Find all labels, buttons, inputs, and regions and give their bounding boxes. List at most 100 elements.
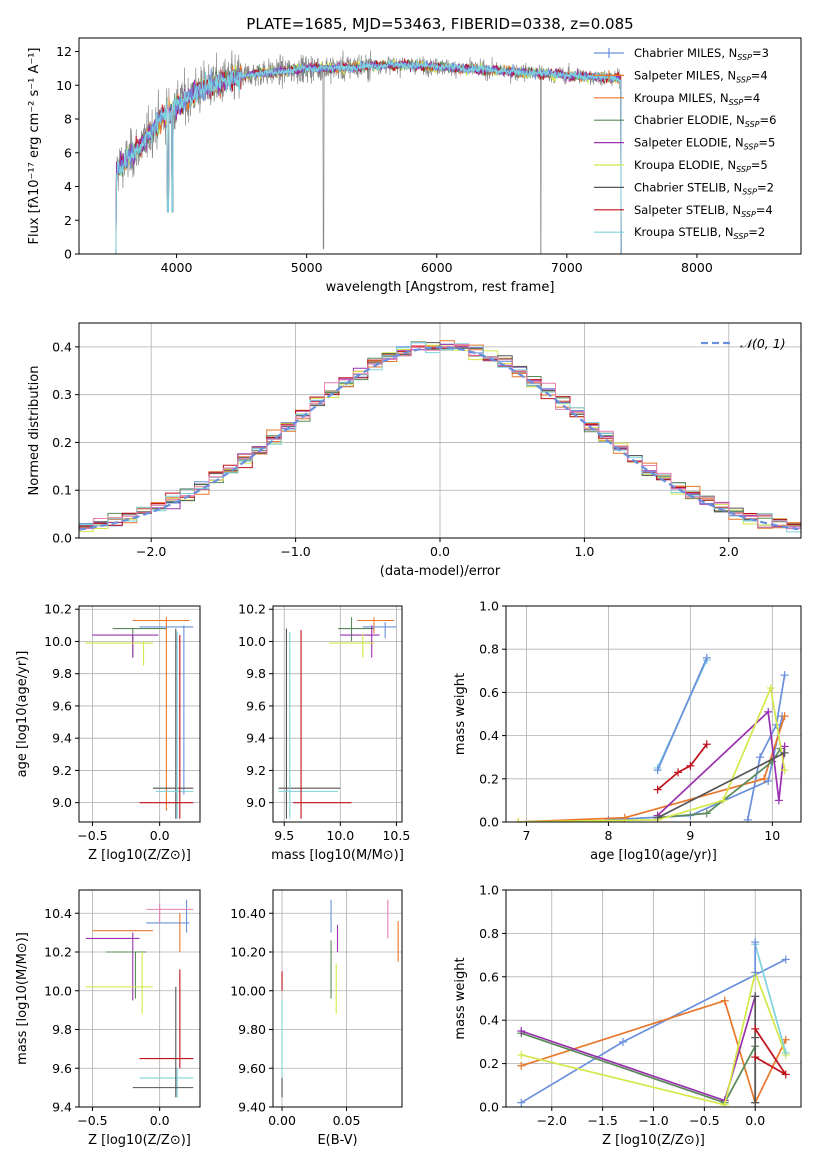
axes-frame xyxy=(505,605,802,823)
x-tick-label: −2.0 xyxy=(537,1113,567,1128)
x-tick-label: −1.5 xyxy=(587,1113,617,1128)
mass-weight-series xyxy=(746,674,786,820)
plot-area xyxy=(517,938,790,1107)
legend-entry: Kroupa MILES, NSSP=4 xyxy=(634,91,760,107)
y-tick-label: 9.0 xyxy=(246,795,266,810)
y-tick-label: 9.8 xyxy=(246,666,266,681)
x-tick-label: 0.0 xyxy=(745,1113,765,1128)
x-axis-label: wavelength [Angstrom, rest frame] xyxy=(326,280,555,295)
y-axis-label: age [log10(age/yr)] xyxy=(15,651,30,778)
y-tick-label: 9.8 xyxy=(52,1022,72,1037)
y-tick-label: 10.0 xyxy=(44,983,72,998)
axes-frame xyxy=(272,889,403,1108)
axes-frame xyxy=(78,605,201,823)
x-tick-label: 8 xyxy=(604,828,612,843)
panel-residuals: −2.0 −1.0 0.0 1.0 2.0 0.0 0.1 0.2 0.3 0.4 (data-mo… xyxy=(27,322,802,579)
y-axis-label: Normed distribution xyxy=(27,366,42,496)
y-tick-label: 0.4 xyxy=(52,339,72,354)
legend-entry: 𝒩(0, 1) xyxy=(740,336,786,351)
plot-area xyxy=(115,50,622,254)
y-tick-label: 9.8 xyxy=(52,666,72,681)
x-tick-label: 10.0 xyxy=(326,828,354,843)
mass-weight-series xyxy=(518,715,786,822)
axes-frame xyxy=(505,889,802,1108)
y-tick-label: 8 xyxy=(64,112,72,127)
y-tick-label: 10.2 xyxy=(44,602,72,617)
y-axis-label: mass weight xyxy=(453,673,468,755)
y-tick-label: 9.0 xyxy=(52,795,72,810)
panel-massweight_vs_age: 7 8 9 10 0.0 0.2 0.4 0.6 0.8 1.0 age [log10(age/yr… xyxy=(453,599,802,863)
y-tick-label: 0 xyxy=(64,247,72,262)
x-tick-label: 9 xyxy=(686,828,694,843)
y-tick-label: 10.40 xyxy=(230,906,266,921)
x-tick-label: 4000 xyxy=(161,260,193,275)
x-axis-label: (data-model)/error xyxy=(380,564,501,579)
normal-curve xyxy=(79,346,799,531)
y-axis-label: mass [log10(M/M⊙)] xyxy=(15,932,30,1065)
plot-area xyxy=(79,340,801,533)
mass-weight-series xyxy=(657,710,786,817)
x-tick-label: 2.0 xyxy=(719,544,739,559)
x-tick-label: −2.0 xyxy=(136,544,166,559)
mass-weight-series xyxy=(656,657,708,771)
legend-entry: Kroupa STELIB, NSSP=2 xyxy=(634,225,765,241)
model-spectrum-line xyxy=(115,60,622,254)
legend-entry: Chabrier STELIB, NSSP=2 xyxy=(634,180,774,196)
y-tick-label: 10.0 xyxy=(238,634,266,649)
x-axis-label: age [log10(age/yr)] xyxy=(590,848,717,863)
y-tick-label: 0.6 xyxy=(479,969,499,984)
y-tick-label: 9.6 xyxy=(246,698,266,713)
panel-spectrum: 4000 5000 6000 7000 8000 0 2 4 6 8 10 12 wavelength … xyxy=(27,37,802,295)
y-tick-label: 1.0 xyxy=(479,599,499,614)
legend-entry: Salpeter STELIB, NSSP=4 xyxy=(634,203,773,219)
x-tick-label: −0.5 xyxy=(689,1113,719,1128)
y-tick-label: 9.4 xyxy=(246,731,266,746)
x-tick-label: 0.05 xyxy=(333,1113,361,1128)
y-tick-label: 0.2 xyxy=(52,435,72,450)
x-tick-label: 10 xyxy=(764,828,780,843)
panel-mass_vs_Z: −0.5 0.0 9.4 9.6 9.8 10.0 10.2 10.4 Z [log10(Z/Z… xyxy=(15,889,201,1148)
legend-entry: Chabrier MILES, NSSP=3 xyxy=(634,46,769,62)
y-tick-label: 0.6 xyxy=(479,685,499,700)
y-tick-label: 9.80 xyxy=(238,1022,266,1037)
y-tick-label: 0.3 xyxy=(52,387,72,402)
y-tick-label: 0.4 xyxy=(479,728,499,743)
x-tick-label: 0.0 xyxy=(430,544,450,559)
y-tick-label: 9.6 xyxy=(52,1061,72,1076)
panel-age_vs_Z: −0.5 0.0 9.0 9.2 9.4 9.6 9.8 10.0 10.2 Z [log10(Z… xyxy=(15,602,201,863)
mass-weight-series xyxy=(521,969,787,1106)
y-tick-label: 0.2 xyxy=(479,771,499,786)
y-tick-label: 1.0 xyxy=(479,883,499,898)
y-tick-label: 9.4 xyxy=(52,731,72,746)
x-axis-label: Z [log10(Z/Z⊙)] xyxy=(88,1133,191,1148)
figure-title: PLATE=1685, MJD=53463, FIBERID=0338, z=0… xyxy=(246,15,633,33)
x-tick-label: −0.5 xyxy=(77,828,107,843)
mass-weight-series xyxy=(608,716,784,821)
x-tick-label: 0.0 xyxy=(150,1113,170,1128)
x-axis-label: Z [log10(Z/Z⊙)] xyxy=(88,848,191,863)
x-tick-label: 0.0 xyxy=(150,828,170,843)
legend-entry: Chabrier ELODIE, NSSP=6 xyxy=(634,113,776,129)
y-tick-label: 0.2 xyxy=(479,1056,499,1071)
mass-weight-series xyxy=(521,996,757,1102)
spectrum-legend: Chabrier MILES, NSSP=3 Salpeter MILES, NS… xyxy=(594,46,776,241)
y-tick-label: 2 xyxy=(64,213,72,228)
panel-massweight_vs_Z: −2.0 −1.5 −1.0 −0.5 0.0 0.0 0.2 0.4 0.6 0.8 1.0 Z [… xyxy=(453,883,802,1148)
y-tick-label: 10.2 xyxy=(44,945,72,960)
y-tick-label: 6 xyxy=(64,145,72,160)
axes-frame xyxy=(78,889,201,1108)
axes-frame xyxy=(78,37,802,255)
plot-area xyxy=(281,899,399,1098)
legend-entry: Salpeter MILES, NSSP=4 xyxy=(634,68,768,84)
x-tick-label: 10.5 xyxy=(382,828,410,843)
y-tick-label: 9.2 xyxy=(52,763,72,778)
plot-area xyxy=(85,617,194,819)
x-axis-label: Z [log10(Z/Z⊙)] xyxy=(602,1133,705,1148)
x-tick-label: 5000 xyxy=(291,260,323,275)
x-tick-label: −1.0 xyxy=(638,1113,668,1128)
y-tick-label: 10.00 xyxy=(230,983,266,998)
y-tick-label: 0.8 xyxy=(479,926,499,941)
data-spectrum-line xyxy=(115,50,622,254)
y-tick-label: 10.2 xyxy=(238,602,266,617)
